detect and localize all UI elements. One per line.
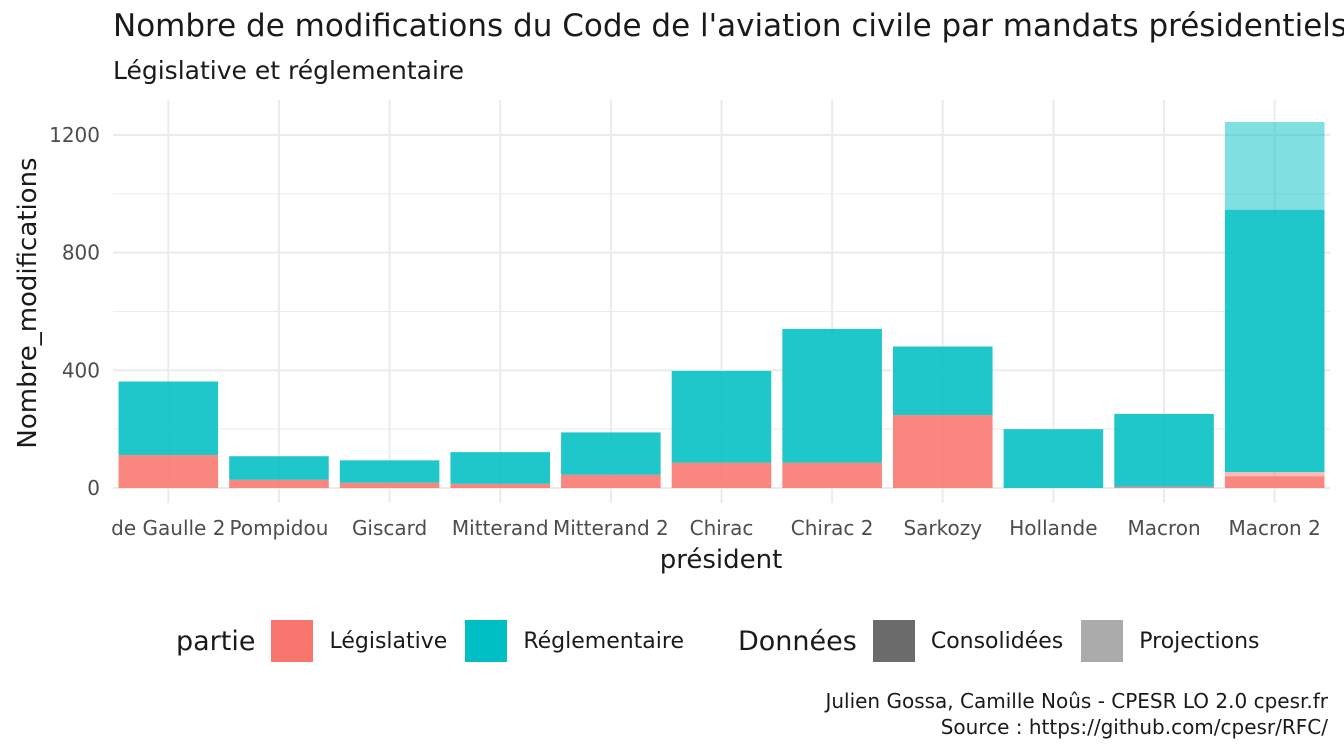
bar-segment xyxy=(118,381,219,456)
legend-label-reglementaire: Réglementaire xyxy=(523,628,684,654)
bar-segment xyxy=(1114,486,1214,488)
legend-label-legislative: Législative xyxy=(329,628,448,654)
bar-segment xyxy=(1224,209,1325,473)
bar-segment xyxy=(339,482,440,488)
bar-segment xyxy=(561,474,661,488)
x-tick-label: Hollande xyxy=(1009,516,1097,540)
legend-label-projections: Projections xyxy=(1139,628,1260,654)
bar-segment xyxy=(1224,472,1325,477)
legend-swatch-legislative xyxy=(271,620,314,662)
bar-segment xyxy=(450,452,551,484)
bar-segment xyxy=(892,415,993,488)
y-tick-label: 800 xyxy=(62,241,100,265)
x-tick-label: Mitterand xyxy=(452,516,549,540)
y-tick-label: 1200 xyxy=(49,123,100,147)
bar-segment xyxy=(671,462,772,488)
x-tick-label: Chirac 2 xyxy=(791,516,874,540)
y-axis-title: Nombre_modifications xyxy=(13,157,43,448)
legend-alpha-title: Données xyxy=(738,625,857,657)
bar-segment xyxy=(339,460,440,483)
x-tick-label: Macron xyxy=(1127,516,1200,540)
chart-title: Nombre de modifications du Code de l'avi… xyxy=(113,8,1344,44)
x-tick-label: Giscard xyxy=(352,516,427,540)
x-tick-label: de Gaulle 2 xyxy=(111,516,225,540)
bar-segment xyxy=(892,346,993,416)
legend-alpha-group: Données Consolidées Projections xyxy=(738,620,1278,662)
bar-segment xyxy=(229,479,329,488)
bar-segment xyxy=(1224,476,1325,488)
x-tick-label: Mitterand 2 xyxy=(553,516,669,540)
legend-fill-title: partie xyxy=(176,625,256,657)
x-tick-label: Pompidou xyxy=(229,516,328,540)
y-tick-label: 0 xyxy=(87,476,100,500)
bar-segment xyxy=(229,456,329,480)
legend-label-consolidees: Consolidées xyxy=(930,628,1064,654)
legend-swatch-consolidees xyxy=(872,620,915,662)
legend: partie Législative Réglementaire Données… xyxy=(176,620,1278,662)
x-tick-label: Macron 2 xyxy=(1229,516,1321,540)
bar-segment xyxy=(450,483,551,488)
bar-segment xyxy=(782,328,882,463)
bar-segment xyxy=(1003,429,1104,488)
bar-segment xyxy=(1114,413,1214,487)
x-tick-label: Sarkozy xyxy=(903,516,982,540)
bar-segment xyxy=(782,462,882,488)
legend-swatch-reglementaire xyxy=(465,620,508,662)
caption-authors: Julien Gossa, Camille Noûs - CPESR LO 2.… xyxy=(825,689,1328,713)
bar-segment xyxy=(561,432,661,475)
legend-fill-group: partie Législative Réglementaire xyxy=(176,620,702,662)
bar-segment xyxy=(118,455,219,488)
caption: Julien Gossa, Camille Noûs - CPESR LO 2.… xyxy=(825,688,1328,740)
caption-source: Source : https://github.com/cpesr/RFC/ xyxy=(940,715,1328,739)
chart-subtitle: Législative et réglementaire xyxy=(113,56,465,85)
bar-segment xyxy=(1224,122,1325,210)
x-tick-label: Chirac xyxy=(690,516,754,540)
x-axis-title: président xyxy=(660,545,783,575)
bar-chart: 0 400 800 1200 de Gaulle 2 Pompidou Giscard Mi… xyxy=(13,100,1330,575)
y-tick-label: 400 xyxy=(62,358,100,382)
bar-segment xyxy=(671,370,772,463)
legend-swatch-projections xyxy=(1081,620,1124,662)
